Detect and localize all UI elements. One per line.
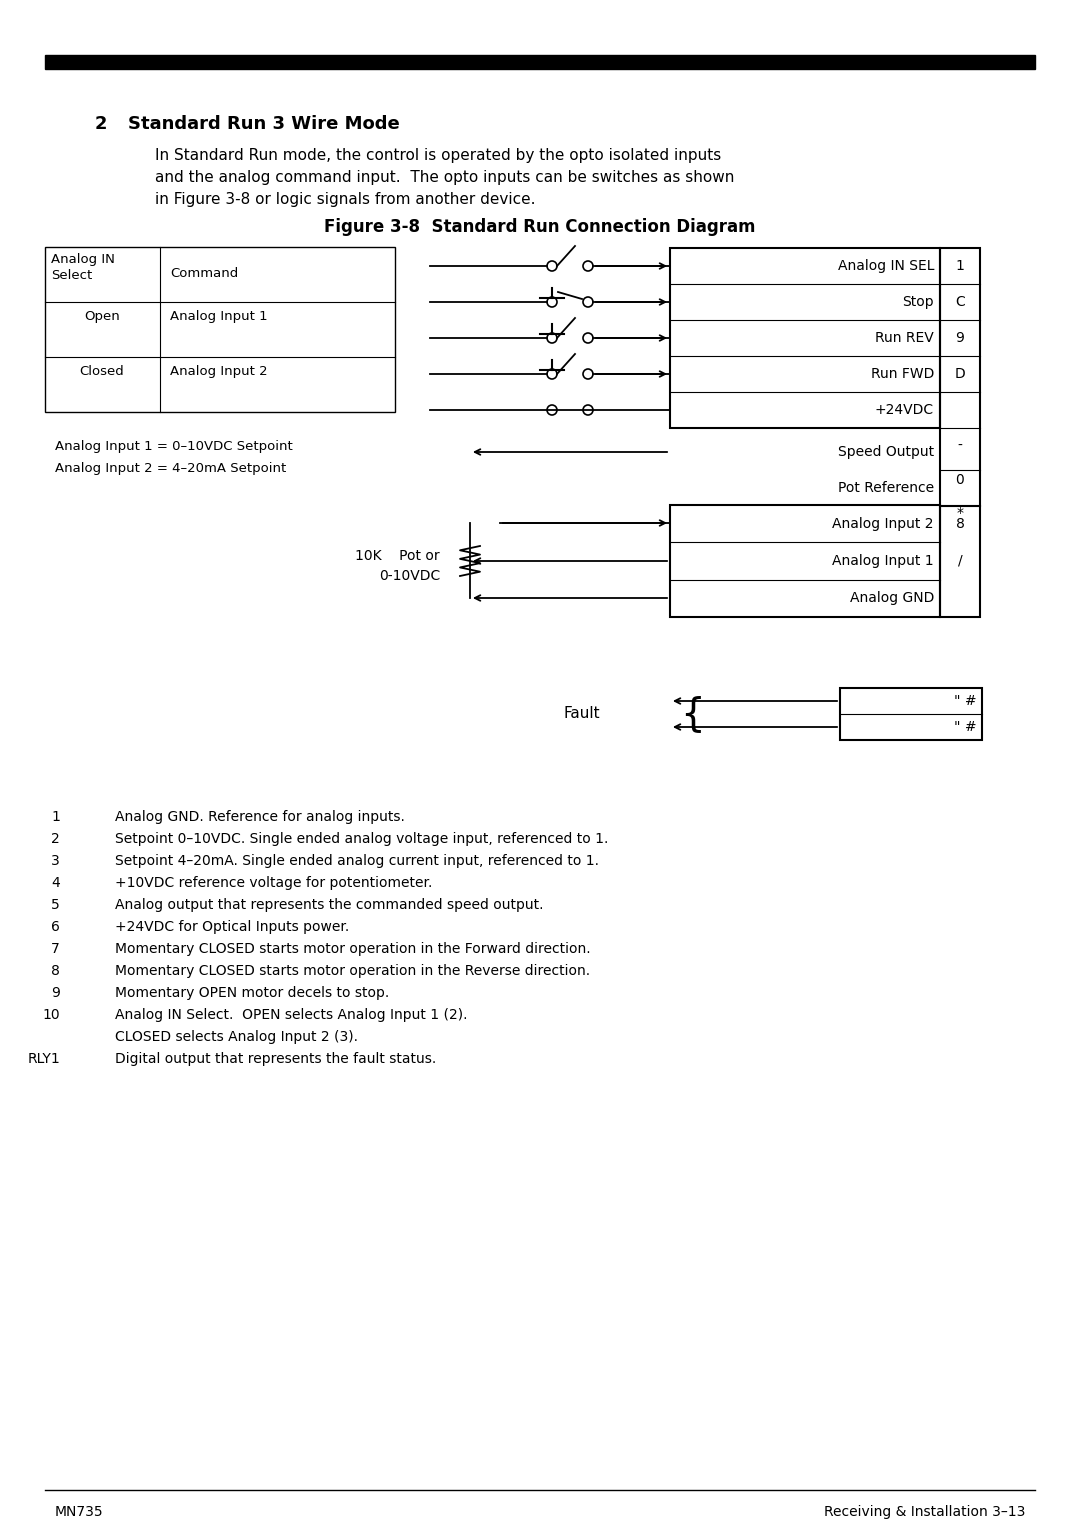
Text: Closed: Closed <box>80 365 124 378</box>
Bar <box>670 248 940 427</box>
Text: Run REV: Run REV <box>875 331 934 345</box>
Text: 8: 8 <box>956 516 964 530</box>
Text: Analog IN
Select: Analog IN Select <box>51 253 114 282</box>
Text: Standard Run 3 Wire Mode: Standard Run 3 Wire Mode <box>129 115 400 133</box>
Text: Analog Input 2 = 4–20mA Setpoint: Analog Input 2 = 4–20mA Setpoint <box>55 463 286 475</box>
Text: Open: Open <box>84 309 120 323</box>
Text: D: D <box>955 368 966 381</box>
Text: 1: 1 <box>956 259 964 273</box>
Bar <box>45 247 395 412</box>
Text: Analog Input 2: Analog Input 2 <box>170 365 268 378</box>
Text: 10K    Pot or: 10K Pot or <box>355 548 440 562</box>
Text: Pot Reference: Pot Reference <box>838 481 934 495</box>
Text: " #: " # <box>955 720 977 734</box>
Text: In Standard Run mode, the control is operated by the opto isolated inputs: In Standard Run mode, the control is ope… <box>156 149 721 162</box>
Text: Speed Output: Speed Output <box>838 444 934 460</box>
Text: /: / <box>958 555 962 568</box>
Bar <box>45 55 1035 69</box>
Text: 0-10VDC: 0-10VDC <box>379 568 440 584</box>
Text: 8: 8 <box>51 964 60 977</box>
Text: " #: " # <box>955 694 977 708</box>
Text: Figure 3-8  Standard Run Connection Diagram: Figure 3-8 Standard Run Connection Diagr… <box>324 218 756 236</box>
Text: 1: 1 <box>51 810 60 824</box>
Text: 9: 9 <box>51 987 60 1000</box>
Text: Fault: Fault <box>564 706 600 722</box>
Text: Momentary CLOSED starts motor operation in the Forward direction.: Momentary CLOSED starts motor operation … <box>114 942 591 956</box>
Text: Momentary CLOSED starts motor operation in the Reverse direction.: Momentary CLOSED starts motor operation … <box>114 964 590 977</box>
Text: 10: 10 <box>42 1008 60 1022</box>
Text: MN735: MN735 <box>55 1504 104 1520</box>
Text: +24VDC: +24VDC <box>875 403 934 417</box>
Text: Analog GND. Reference for analog inputs.: Analog GND. Reference for analog inputs. <box>114 810 405 824</box>
Text: -: - <box>958 440 962 453</box>
Text: Analog IN SEL: Analog IN SEL <box>837 259 934 273</box>
Text: Analog IN Select.  OPEN selects Analog Input 1 (2).: Analog IN Select. OPEN selects Analog In… <box>114 1008 468 1022</box>
Text: Analog GND: Analog GND <box>850 591 934 605</box>
Text: 6: 6 <box>51 921 60 935</box>
Text: Analog Input 1: Analog Input 1 <box>833 555 934 568</box>
Text: Analog Input 1: Analog Input 1 <box>170 309 268 323</box>
Text: in Figure 3-8 or logic signals from another device.: in Figure 3-8 or logic signals from anot… <box>156 192 536 207</box>
Bar <box>840 688 982 740</box>
Bar <box>670 506 940 617</box>
Text: 2: 2 <box>51 832 60 846</box>
Text: 5: 5 <box>51 898 60 912</box>
Text: C: C <box>955 296 964 309</box>
Text: 7: 7 <box>51 942 60 956</box>
Text: Analog output that represents the commanded speed output.: Analog output that represents the comman… <box>114 898 543 912</box>
Bar <box>940 248 980 617</box>
Text: 4: 4 <box>51 876 60 890</box>
Text: +24VDC for Optical Inputs power.: +24VDC for Optical Inputs power. <box>114 921 349 935</box>
Text: 3: 3 <box>51 853 60 869</box>
Text: CLOSED selects Analog Input 2 (3).: CLOSED selects Analog Input 2 (3). <box>114 1030 357 1043</box>
Text: {: { <box>680 696 705 732</box>
Text: RLY1: RLY1 <box>27 1052 60 1066</box>
Text: 2: 2 <box>95 115 108 133</box>
Text: Analog Input 2: Analog Input 2 <box>833 516 934 530</box>
Text: Setpoint 0–10VDC. Single ended analog voltage input, referenced to 1.: Setpoint 0–10VDC. Single ended analog vo… <box>114 832 608 846</box>
Text: Command: Command <box>170 267 239 280</box>
Text: Momentary OPEN motor decels to stop.: Momentary OPEN motor decels to stop. <box>114 987 389 1000</box>
Text: 9: 9 <box>956 331 964 345</box>
Text: Run FWD: Run FWD <box>870 368 934 381</box>
Text: Receiving & Installation 3–13: Receiving & Installation 3–13 <box>824 1504 1025 1520</box>
Text: Setpoint 4–20mA. Single ended analog current input, referenced to 1.: Setpoint 4–20mA. Single ended analog cur… <box>114 853 599 869</box>
Text: Digital output that represents the fault status.: Digital output that represents the fault… <box>114 1052 436 1066</box>
Text: 0: 0 <box>956 473 964 487</box>
Text: +10VDC reference voltage for potentiometer.: +10VDC reference voltage for potentiomet… <box>114 876 432 890</box>
Text: Analog Input 1 = 0–10VDC Setpoint: Analog Input 1 = 0–10VDC Setpoint <box>55 440 293 453</box>
Text: Stop: Stop <box>903 296 934 309</box>
Text: *: * <box>957 506 963 519</box>
Text: and the analog command input.  The opto inputs can be switches as shown: and the analog command input. The opto i… <box>156 170 734 185</box>
